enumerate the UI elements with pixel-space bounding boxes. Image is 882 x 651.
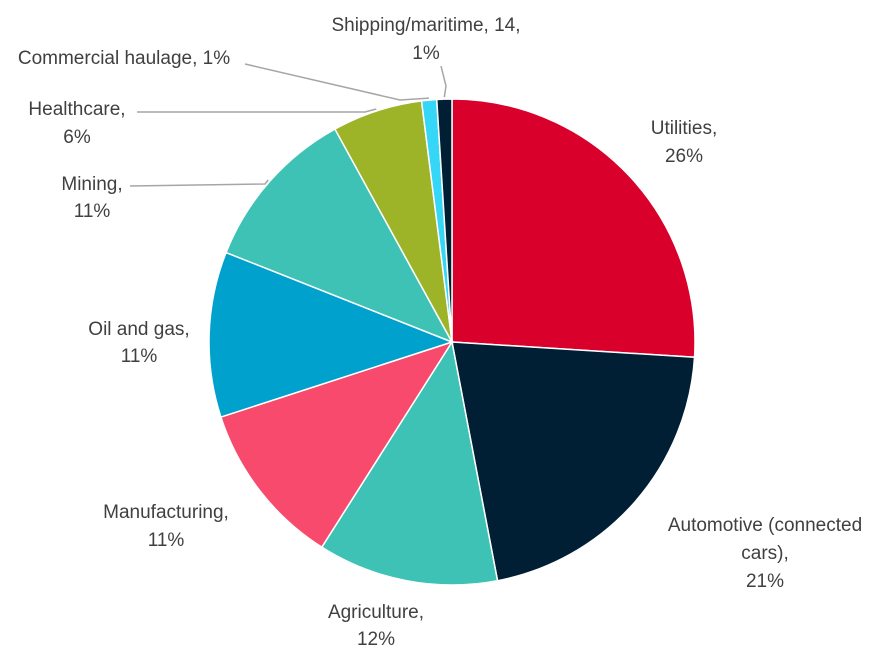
pie-slice-oil-and-gas <box>208 251 455 419</box>
leader-line-healthcare <box>137 108 377 113</box>
slice-label-shipping-maritime: Shipping/maritime, 14, 1% <box>331 15 520 64</box>
label-automotive-value: 21% <box>746 571 784 592</box>
pie-slice-utilities <box>451 98 696 359</box>
leader-line-shipping-maritime-14 <box>440 65 447 98</box>
label-utilities-name: Utilities, <box>651 118 718 139</box>
leader-lines <box>129 63 447 187</box>
slice-label-commercial-haulage: Commercial haulage, 1% <box>18 48 230 69</box>
pie-slice-manufacturing <box>219 340 454 549</box>
label-shipping-maritime-name: Shipping/maritime, 14, <box>331 15 520 36</box>
label-commercial-haulage: Commercial haulage, 1% <box>18 48 230 69</box>
slice-label-oil-and-gas: Oil and gas, 11% <box>88 319 189 367</box>
label-oil-and-gas-name: Oil and gas, <box>88 319 189 340</box>
slice-label-utilities: Utilities, 26% <box>651 118 718 167</box>
pie-slice-automotive-connected <box>451 341 696 582</box>
slice-label-automotive: Automotive (connected cars), 21% <box>668 515 862 592</box>
label-utilities-value: 26% <box>665 146 703 167</box>
label-agriculture-name: Agriculture, <box>328 602 424 623</box>
label-healthcare-name: Healthcare, <box>28 99 125 120</box>
label-agriculture-value: 12% <box>357 629 395 650</box>
pie-slice-mining <box>225 128 454 344</box>
pie-slice-agriculture <box>320 339 499 586</box>
label-mining-name: Mining, <box>61 174 122 195</box>
label-mining-value: 11% <box>74 201 111 222</box>
slice-label-manufacturing: Manufacturing, 11% <box>103 502 229 551</box>
slice-label-agriculture: Agriculture, 12% <box>328 602 424 650</box>
label-manufacturing-name: Manufacturing, <box>103 502 229 523</box>
leader-line-mining <box>129 179 269 187</box>
pie-slice-shipping-maritime-14 <box>435 98 453 343</box>
leader-line-commercial-haulage-1 <box>244 63 429 101</box>
label-oil-and-gas-value: 11% <box>121 346 158 367</box>
label-automotive-name: Automotive (connected <box>668 515 862 536</box>
label-automotive-name-2: cars), <box>741 543 789 564</box>
label-manufacturing-value: 11% <box>148 530 185 551</box>
label-shipping-maritime-value: 1% <box>412 43 440 64</box>
slice-label-mining: Mining, 11% <box>61 174 122 222</box>
slice-label-healthcare: Healthcare, 6% <box>28 99 125 148</box>
label-healthcare-value: 6% <box>63 127 91 148</box>
pie-slices <box>208 98 696 586</box>
